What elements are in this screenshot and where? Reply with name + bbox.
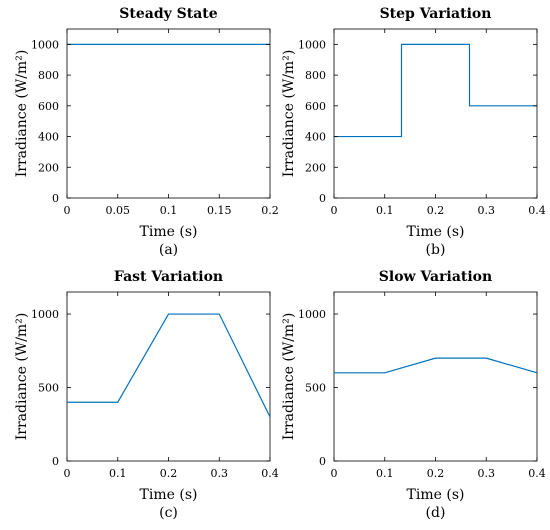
y-tick-label: 600 (38, 100, 59, 113)
x-tick-label: 0 (331, 467, 338, 480)
chart-title: Steady State (119, 6, 217, 22)
x-tick-label: 0.1 (109, 467, 127, 480)
x-tick-label: 0 (331, 204, 338, 217)
y-tick-label: 0 (52, 455, 59, 468)
x-tick-label: 0.2 (261, 204, 279, 217)
y-tick-label: 1000 (31, 38, 59, 51)
plot-frame (66, 28, 271, 199)
subplot-1: 0 0.05 0.1 0.15 0.2 0 200 400 600 800 1000 Steady S… (14, 6, 279, 258)
x-tick-label: 0.4 (261, 467, 279, 480)
subplot-caption: (a) (159, 242, 178, 258)
x-axis-label: Time (s) (407, 224, 465, 240)
y-tick-label: 1000 (31, 308, 59, 321)
x-tick-label: 0.1 (376, 467, 394, 480)
y-tick-label: 800 (38, 69, 59, 82)
chart-title: Step Variation (380, 6, 492, 22)
chart-title: Slow Variation (379, 269, 492, 285)
subplot-caption: (d) (426, 505, 446, 521)
x-tick-label: 0.15 (207, 204, 232, 217)
y-tick-label: 0 (52, 192, 59, 205)
y-tick-label: 600 (305, 100, 326, 113)
x-axis-label: Time (s) (407, 487, 465, 503)
y-tick-label: 1000 (298, 308, 326, 321)
x-tick-label: 0.3 (211, 467, 229, 480)
subplot-4: 0 0.1 0.2 0.3 0.4 0 500 1000 Slow Variation Time … (281, 269, 546, 521)
x-axis-label: Time (s) (140, 224, 198, 240)
x-tick-label: 0.1 (376, 204, 394, 217)
y-axis-label: Irradiance (W/m²) (281, 313, 297, 441)
y-tick-label: 500 (38, 382, 59, 395)
y-tick-label: 400 (305, 131, 326, 144)
plot-frame (333, 291, 538, 462)
x-axis-label: Time (s) (140, 487, 198, 503)
x-tick-label: 0.2 (427, 467, 445, 480)
series-line (67, 313, 271, 418)
plot-frame (66, 291, 271, 462)
plot-frame (333, 28, 538, 199)
y-axis-label: Irradiance (W/m²) (281, 50, 297, 178)
subplot-caption: (c) (159, 505, 178, 521)
x-tick-label: 0.3 (478, 467, 496, 480)
x-tick-label: 0 (64, 204, 71, 217)
y-tick-label: 200 (305, 161, 326, 174)
series-line (334, 43, 537, 138)
y-axis-label: Irradiance (W/m²) (14, 313, 30, 441)
subplot-caption: (b) (426, 242, 446, 258)
subplot-2: 0 0.1 0.2 0.3 0.4 0 200 400 600 800 1000 Step Varia… (281, 6, 546, 258)
chart-title: Fast Variation (114, 269, 223, 285)
y-tick-label: 0 (319, 455, 326, 468)
x-tick-label: 0.2 (160, 467, 178, 480)
y-tick-label: 1000 (298, 38, 326, 51)
x-tick-label: 0 (64, 467, 71, 480)
y-tick-label: 0 (319, 192, 326, 205)
y-axis-label: Irradiance (W/m²) (14, 50, 30, 178)
x-tick-label: 0.1 (160, 204, 178, 217)
y-tick-label: 200 (38, 161, 59, 174)
x-tick-label: 0.2 (427, 204, 445, 217)
x-tick-label: 0.3 (478, 204, 496, 217)
y-tick-label: 800 (305, 69, 326, 82)
x-tick-label: 0.4 (528, 467, 546, 480)
series-line (334, 357, 538, 374)
subplot-3: 0 0.1 0.2 0.3 0.4 0 500 1000 Fast Variation Time … (14, 269, 279, 521)
y-tick-label: 500 (305, 382, 326, 395)
y-tick-label: 400 (38, 131, 59, 144)
x-tick-label: 0.05 (106, 204, 131, 217)
x-tick-label: 0.4 (528, 204, 546, 217)
